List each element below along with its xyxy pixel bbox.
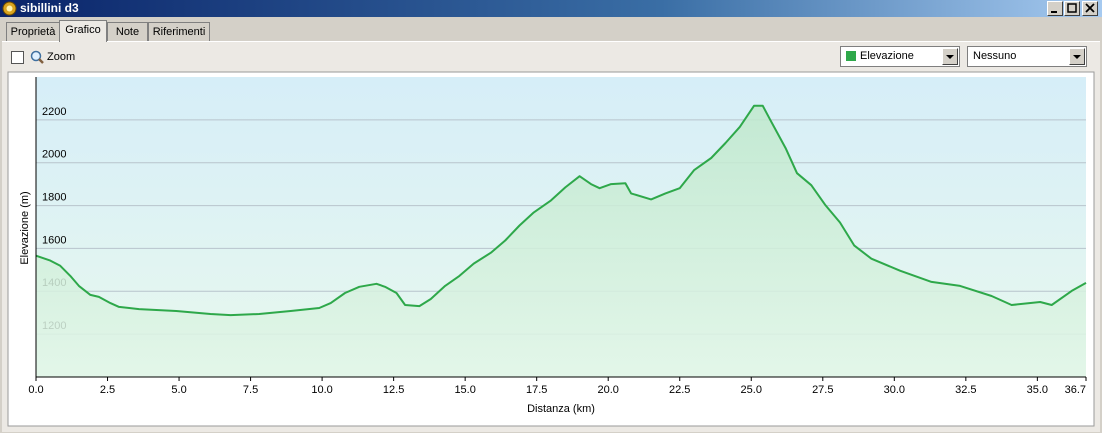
second-dropdown[interactable]: Nessuno xyxy=(967,46,1087,67)
y-tick-label: 1600 xyxy=(42,234,66,246)
x-tick-label: 12.5 xyxy=(383,384,404,396)
x-tick-label: 15.0 xyxy=(454,384,475,396)
y-tick-label: 1800 xyxy=(42,191,66,203)
zoom-icon xyxy=(30,50,44,64)
x-tick-label: 5.0 xyxy=(171,384,186,396)
tab[interactable]: Note xyxy=(107,22,148,41)
zoom-label: Zoom xyxy=(47,51,76,63)
x-axis-label: Distanza (km) xyxy=(527,403,595,415)
x-tick-label: 20.0 xyxy=(597,384,618,396)
series-swatch xyxy=(846,51,856,61)
line xyxy=(35,104,1087,317)
series-dropdown-text: Elevazione xyxy=(860,50,914,62)
x-tick-label: 30.0 xyxy=(884,384,905,396)
dropdown-arrow[interactable] xyxy=(942,48,958,65)
x-tick-label: 10.0 xyxy=(311,384,332,396)
zoom-checkbox[interactable] xyxy=(11,51,24,64)
area-fill xyxy=(36,105,1086,377)
x-tick-label: 25.0 xyxy=(741,384,762,396)
x-tick-label: 2.5 xyxy=(100,384,115,396)
minimize-button[interactable] xyxy=(1047,1,1063,16)
tab[interactable]: Proprietà xyxy=(6,22,60,41)
x-tick-label: 27.5 xyxy=(812,384,833,396)
series-dropdown[interactable]: Elevazione xyxy=(840,46,960,67)
title-bar: sibillini d3 xyxy=(0,0,1102,17)
x-tick-label: 35.0 xyxy=(1027,384,1048,396)
app-icon xyxy=(2,1,17,16)
maximize-button[interactable] xyxy=(1064,1,1080,16)
dropdown-arrow[interactable] xyxy=(1069,48,1085,65)
x-tick-label: 32.5 xyxy=(955,384,976,396)
x-tick-label: 22.5 xyxy=(669,384,690,396)
window-title: sibillini d3 xyxy=(20,1,79,15)
x-tick-label: 7.5 xyxy=(243,384,258,396)
tab[interactable]: Riferimenti xyxy=(148,22,210,41)
y-tick-label: 2200 xyxy=(42,106,66,118)
x-tick-label: 0.0 xyxy=(28,384,43,396)
x-tick-label: 36.7 xyxy=(1065,384,1086,396)
y-tick-label: 2000 xyxy=(42,149,66,161)
y-axis-label: Elevazione (m) xyxy=(19,191,31,264)
tab-active[interactable]: Grafico xyxy=(59,20,107,42)
second-dropdown-text: Nessuno xyxy=(973,50,1017,62)
x-tick-label: 17.5 xyxy=(526,384,547,396)
close-button[interactable] xyxy=(1082,1,1098,16)
